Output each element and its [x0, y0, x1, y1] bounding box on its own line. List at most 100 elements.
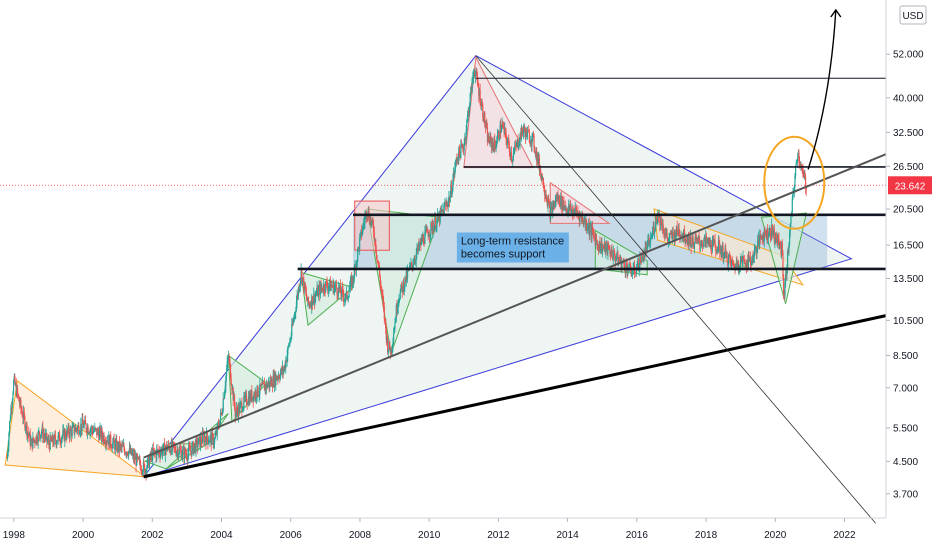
candle-body — [288, 345, 290, 347]
candle-body — [277, 376, 280, 379]
candle-body — [301, 269, 303, 283]
candle-body — [401, 286, 403, 293]
candle-body — [85, 423, 87, 430]
candle-body — [292, 320, 294, 326]
candle-body — [259, 383, 262, 388]
candle-body — [528, 132, 530, 143]
candle-body — [333, 282, 335, 294]
candle-body — [504, 128, 506, 133]
candle-body — [436, 213, 439, 220]
candle-body — [633, 265, 635, 269]
candle-body — [404, 276, 407, 283]
candle-body — [588, 223, 590, 234]
candle-body — [106, 441, 108, 443]
candle-body — [50, 436, 52, 441]
candle-body — [701, 243, 703, 246]
candle-body — [762, 233, 764, 241]
candle-body — [751, 256, 753, 261]
candle-body — [390, 347, 392, 353]
candle-body — [764, 228, 766, 233]
candle-body — [721, 251, 723, 256]
candle-body — [596, 239, 598, 241]
candle-body — [75, 427, 77, 430]
candle-body — [54, 435, 57, 441]
candle-body — [299, 280, 302, 286]
y-tick-label: 7.000 — [893, 383, 918, 394]
candle-body — [602, 246, 604, 253]
candle-body — [430, 222, 433, 224]
candle-body — [598, 245, 600, 252]
candle-body — [240, 402, 242, 404]
candle-body — [774, 240, 776, 243]
current-price-label: 23.642 — [895, 181, 926, 192]
candle-body — [587, 228, 589, 230]
candle-body — [317, 288, 320, 297]
candle-body — [347, 297, 349, 299]
candle-body — [88, 432, 91, 434]
candle-body — [627, 268, 629, 274]
candle-body — [375, 239, 377, 251]
candle-body — [62, 430, 64, 437]
candle-body — [318, 285, 320, 289]
candle-body — [699, 241, 701, 246]
candle-body — [525, 128, 527, 139]
candle-body — [184, 448, 186, 454]
candle-body — [654, 226, 656, 231]
candle-body — [209, 436, 211, 442]
candle-body — [720, 249, 722, 256]
candle-body — [159, 454, 161, 457]
candle-body — [727, 262, 729, 266]
candle-body — [263, 383, 266, 391]
candle-body — [506, 139, 508, 145]
candle-body — [188, 446, 190, 454]
candle-body — [773, 228, 775, 243]
candle-body — [213, 443, 215, 445]
candle-body — [610, 249, 612, 256]
candle-body — [675, 235, 677, 240]
candle-body — [747, 254, 749, 267]
candle-body — [756, 248, 758, 254]
candle-body — [148, 456, 150, 468]
candle-body — [795, 165, 797, 176]
candle-body — [684, 241, 686, 243]
candle-body — [603, 241, 606, 248]
candle-body — [279, 377, 281, 379]
candle-body — [38, 431, 40, 433]
candle-body — [421, 237, 423, 242]
candle-body — [82, 424, 85, 428]
candle-body — [9, 418, 11, 422]
candle-body — [122, 445, 124, 447]
candle-body — [27, 432, 29, 435]
candle-body — [686, 241, 688, 243]
candle-body — [385, 318, 387, 328]
candle-body — [604, 241, 606, 252]
candle-body — [52, 435, 54, 443]
candle-body — [74, 431, 76, 434]
candle-body — [361, 230, 363, 236]
candle-body — [414, 260, 417, 262]
candle-body — [393, 328, 395, 334]
candle-body — [399, 291, 401, 300]
candle-body — [63, 429, 65, 441]
candle-body — [384, 318, 386, 320]
candle-body — [636, 265, 638, 269]
candle-body — [761, 239, 763, 241]
candle-body — [339, 284, 341, 294]
candle-body — [448, 197, 451, 202]
candle-body — [229, 364, 232, 380]
candle-body — [299, 285, 301, 291]
candle-body — [340, 293, 342, 296]
candle-body — [119, 444, 121, 451]
candle-body — [378, 266, 380, 269]
candle-body — [233, 395, 236, 408]
candle-body — [309, 304, 312, 306]
candle-body — [609, 253, 612, 256]
candle-body — [16, 387, 19, 395]
candle-body — [754, 248, 756, 250]
candle-body — [363, 223, 365, 225]
candle-body — [550, 207, 552, 219]
candle-body — [420, 240, 422, 245]
candle-body — [231, 387, 234, 390]
